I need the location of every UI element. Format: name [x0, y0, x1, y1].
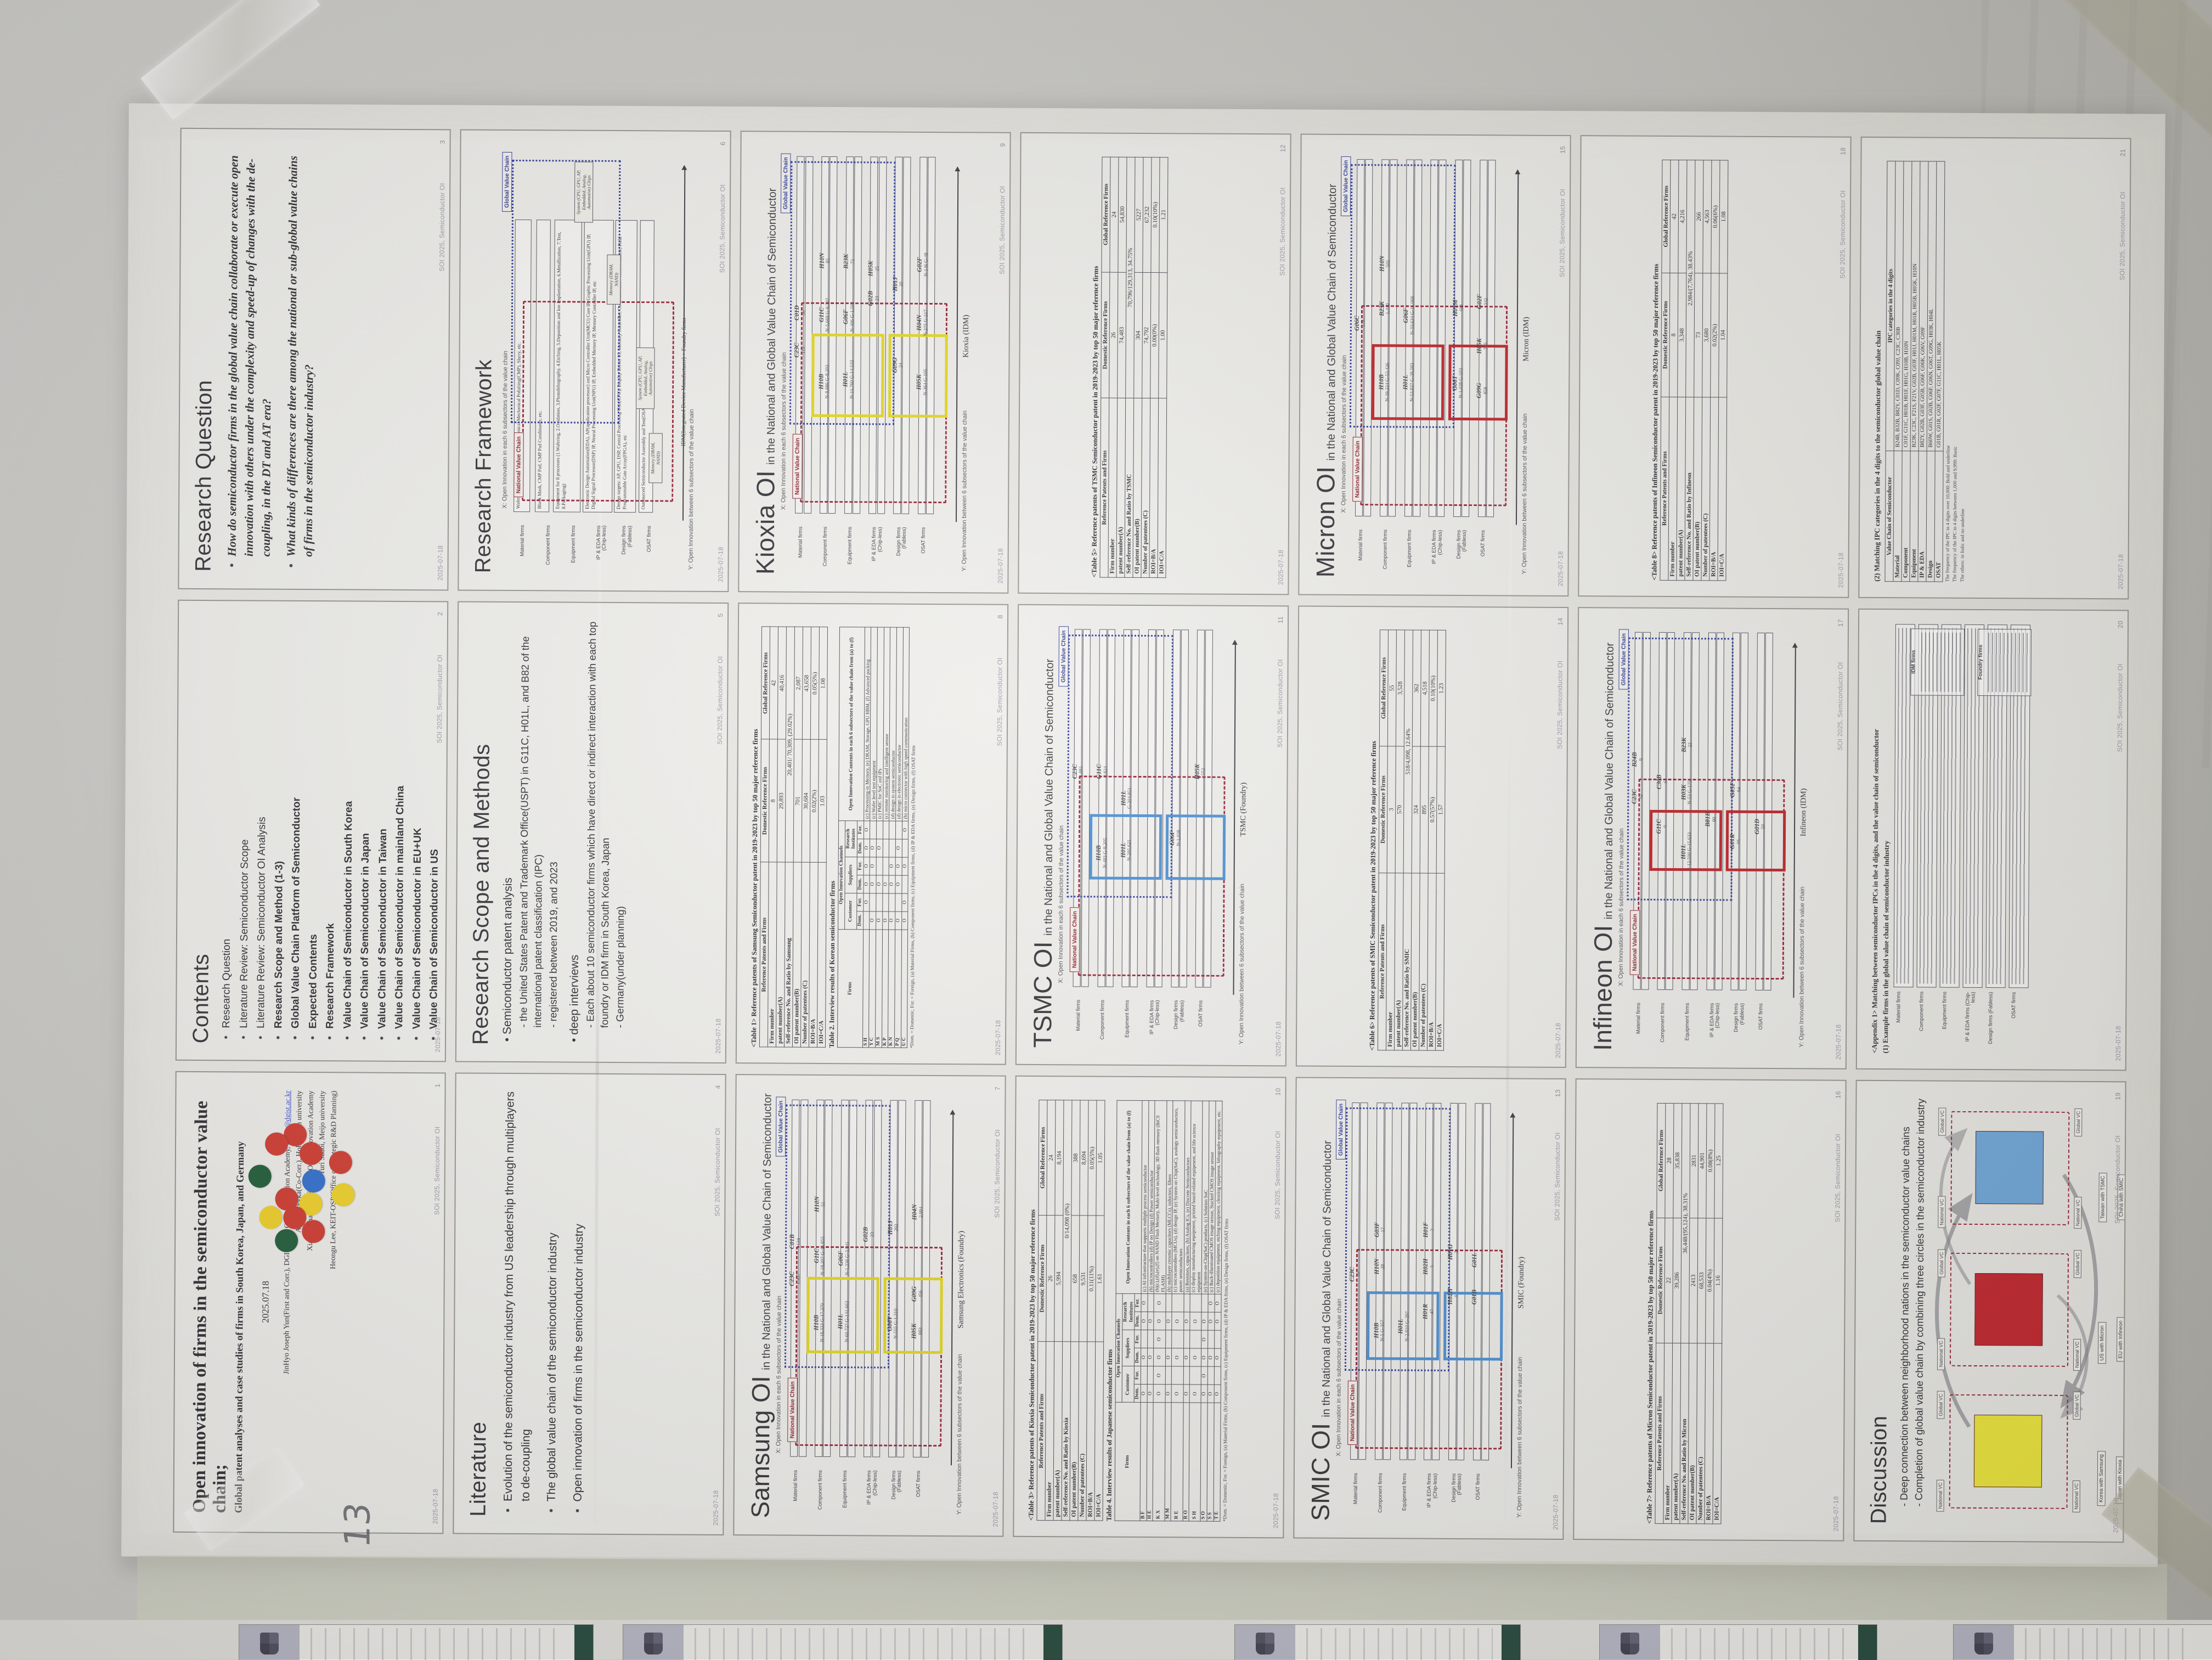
wall: Open innovation of firms in the semicond… [0, 0, 2212, 1659]
photo-vignette [0, 0, 2212, 1659]
